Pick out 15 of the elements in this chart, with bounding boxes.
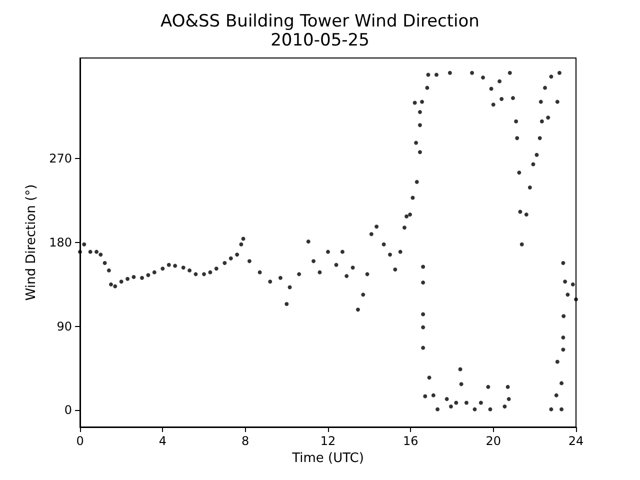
y-tick-label: 90 [56,319,72,334]
x-tick-label: 4 [158,434,166,448]
y-tick-label: 180 [49,236,72,250]
chart-subtitle: 2010-05-25 [270,30,370,50]
x-tick-label: 8 [242,434,250,448]
x-tick-label: 0 [76,434,84,448]
chart-title: AO&SS Building Tower Wind Direction [160,12,480,32]
y-axis-title: Wind Direction (°) [24,184,39,301]
x-tick-label: 24 [568,434,584,448]
x-tick-label: 20 [486,434,501,448]
y-tick-label: 0 [64,403,72,418]
x-axis-title: Time (UTC) [291,450,364,466]
y-tick-label: 270 [49,152,72,166]
x-tick-label: 12 [320,434,336,448]
x-tick-label: 16 [403,434,418,448]
